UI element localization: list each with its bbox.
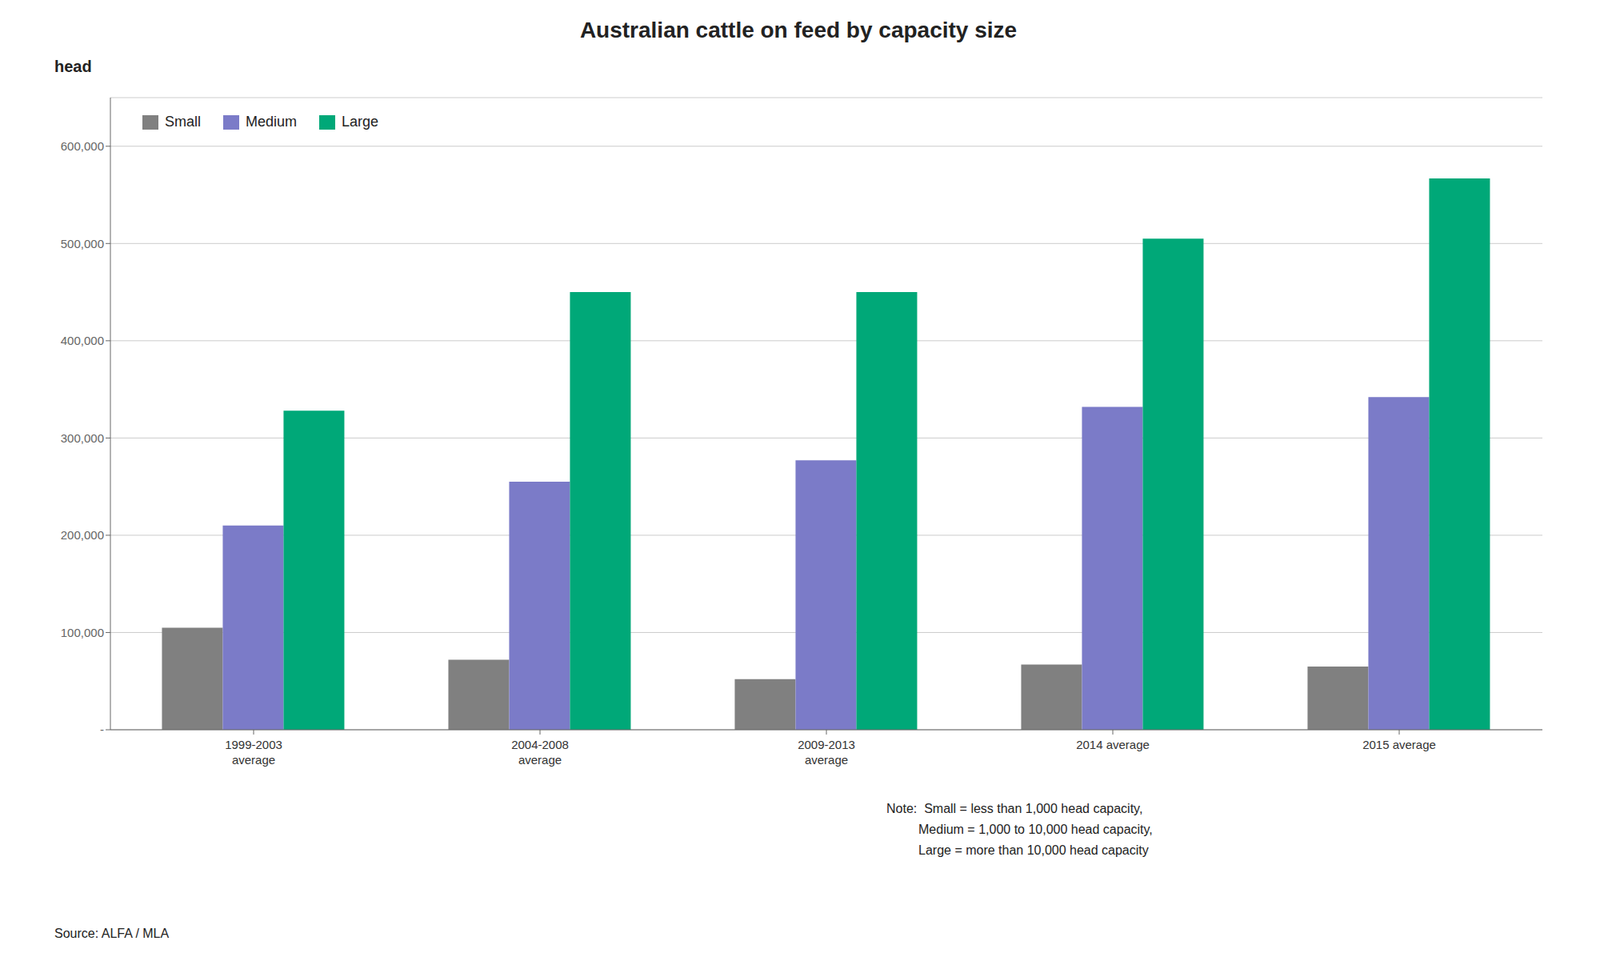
svg-text:-: -: [100, 722, 104, 736]
svg-text:400,000: 400,000: [60, 333, 104, 348]
svg-text:2015 average: 2015 average: [1362, 737, 1436, 752]
html-text:Large: Large: [341, 113, 379, 130]
html-text:head: head: [54, 57, 92, 76]
svg-text:100,000: 100,000: [60, 625, 104, 640]
html-text:Australian cattle on feed by c: Australian cattle on feed by capacity si…: [579, 17, 1017, 43]
svg-text:300,000: 300,000: [60, 431, 104, 445]
svg-text:200,000: 200,000: [60, 528, 104, 542]
svg-text:600,000: 600,000: [60, 139, 104, 153]
svg-text:2009-2013average: 2009-2013average: [797, 737, 856, 767]
svg-text:2004-2008average: 2004-2008average: [511, 737, 569, 767]
html-text:Large = more than 10,000 head: Large = more than 10,000 head capacity: [886, 843, 1149, 857]
svg-text:2014 average: 2014 average: [1076, 737, 1150, 752]
html-text:Note: Small = less than 1,000: Note: Small = less than 1,000 head capac…: [886, 801, 1143, 816]
html-text:Small: Small: [164, 113, 201, 130]
html-text:Medium: Medium: [245, 113, 297, 130]
svg-text:1999-2003average: 1999-2003average: [224, 737, 283, 767]
html-text:Source: ALFA / MLA: Source: ALFA / MLA: [54, 926, 169, 940]
html-text:Medium = 1,000 to 10,000 head: Medium = 1,000 to 10,000 head capacity,: [886, 822, 1153, 836]
svg-text:500,000: 500,000: [60, 236, 104, 251]
